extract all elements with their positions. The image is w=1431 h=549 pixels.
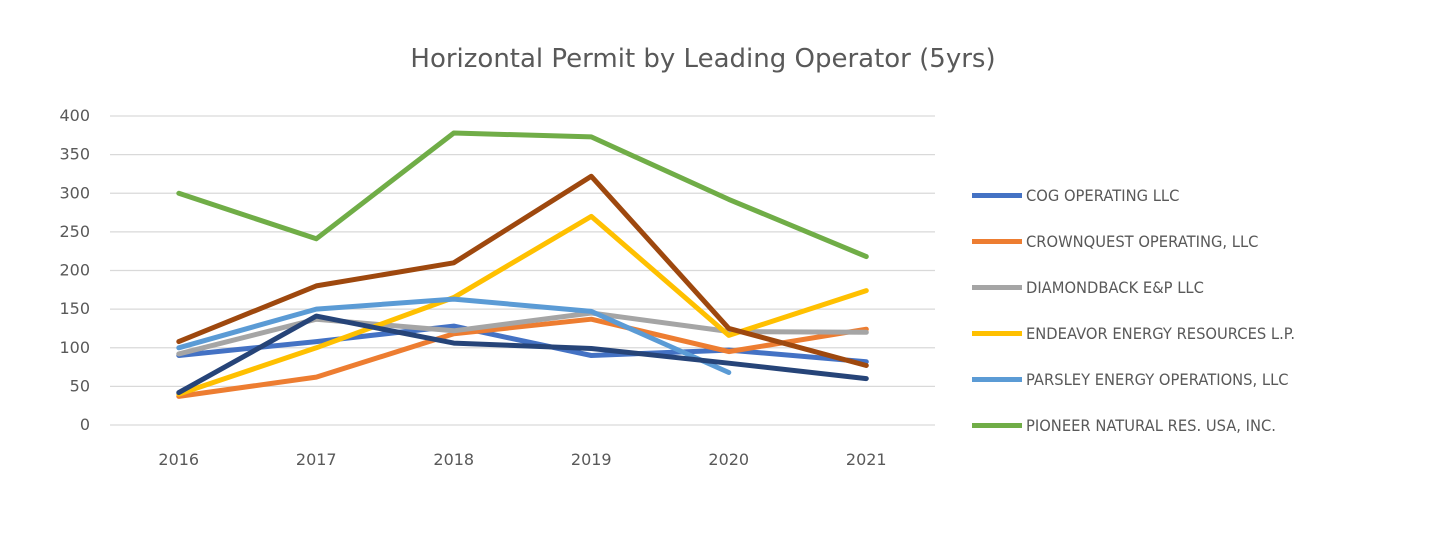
legend-item: PIONEER NATURAL RES. USA, INC. <box>972 402 1318 448</box>
y-tick-label: 50 <box>70 376 90 395</box>
y-tick-label: 250 <box>59 222 90 241</box>
legend-swatch <box>972 192 1022 198</box>
y-tick-label: 200 <box>59 261 90 280</box>
y-tick-label: 100 <box>59 338 90 357</box>
x-tick-label: 2019 <box>571 450 612 469</box>
legend-label: CROWNQUEST OPERATING, LLC <box>1026 231 1259 251</box>
x-tick-label: 2017 <box>296 450 337 469</box>
legend-swatch <box>972 284 1022 290</box>
legend-swatch <box>972 330 1022 336</box>
series-line-7 <box>176 173 869 368</box>
legend-item: DIAMONDBACK E&P LLC <box>972 264 1318 310</box>
legend-swatch <box>972 422 1022 428</box>
y-tick-label: 400 <box>59 106 90 125</box>
series-line-5 <box>176 130 869 260</box>
y-tick-label: 300 <box>59 183 90 202</box>
x-tick-label: 2021 <box>846 450 887 469</box>
series-line-3 <box>176 213 869 397</box>
series-line-1 <box>176 316 869 399</box>
legend-label: PIONEER NATURAL RES. USA, INC. <box>1026 415 1276 435</box>
x-tick-label: 2020 <box>708 450 749 469</box>
chart-legend: COG OPERATING LLC CROWNQUEST OPERATING, L… <box>972 172 1318 448</box>
legend-label: PARSLEY ENERGY OPERATIONS, LLC <box>1026 369 1289 389</box>
series-line-2 <box>176 310 869 357</box>
legend-label: ENDEAVOR ENERGY RESOURCES L.P. <box>1026 323 1296 343</box>
x-tick-label: 2016 <box>158 450 199 469</box>
series-line-6 <box>176 313 869 396</box>
legend-item: ENDEAVOR ENERGY RESOURCES L.P. <box>972 310 1318 356</box>
legend-swatch <box>972 376 1022 382</box>
series-line-4 <box>176 296 732 375</box>
legend-item: PARSLEY ENERGY OPERATIONS, LLC <box>972 356 1318 402</box>
x-tick-label: 2018 <box>433 450 474 469</box>
chart-title: Horizontal Permit by Leading Operator (5… <box>410 44 996 74</box>
y-tick-label: 150 <box>59 299 90 318</box>
legend-item: CROWNQUEST OPERATING, LLC <box>972 218 1318 264</box>
y-tick-label: 350 <box>59 145 90 164</box>
legend-label: COG OPERATING LLC <box>1026 185 1180 205</box>
legend-label: DIAMONDBACK E&P LLC <box>1026 277 1204 297</box>
legend-swatch <box>972 238 1022 244</box>
legend-item: COG OPERATING LLC <box>972 172 1318 218</box>
y-tick-label: 0 <box>80 415 90 434</box>
series-line-0 <box>176 323 869 365</box>
